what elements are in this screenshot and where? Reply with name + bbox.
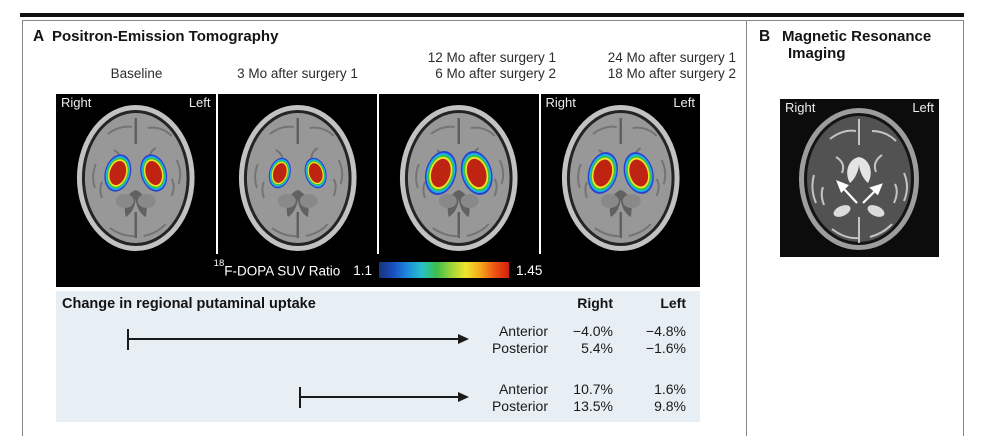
orientation-label-left: Left [188, 94, 211, 110]
scan-label-text: 12 Mo after surgery 1 [427, 49, 556, 65]
value-right: 5.4% [581, 339, 613, 356]
value-left: 9.8% [654, 397, 686, 414]
value-left: 1.6% [654, 380, 686, 397]
region-label: Posterior [491, 339, 548, 356]
region-label: Posterior [491, 397, 548, 414]
value-left: −4.8% [645, 322, 686, 339]
scan-label-text: 6 Mo after surgery 2 [435, 65, 556, 81]
scan-label-text: 18 Mo after surgery 2 [607, 65, 736, 81]
orientation-label-left: Left [912, 99, 934, 115]
value-right: 13.5% [573, 397, 613, 414]
scan-label-text: Baseline [110, 65, 163, 81]
mri-annotation-arrows [836, 179, 883, 204]
scan-label-baseline: Baseline [56, 66, 217, 82]
mri-brain-graphic [780, 98, 939, 257]
column-header-left: Left [660, 294, 686, 311]
suv-colorbar-strip: 18F-DOPA SUV Ratio 1.1 1.45 [56, 253, 700, 287]
orientation-label-right: Right [61, 94, 92, 110]
colorbar-gradient [379, 262, 510, 278]
orientation-label-right: Right [785, 99, 816, 115]
colorbar-max-value: 1.45 [516, 262, 543, 278]
region-label: Anterior [498, 322, 548, 339]
table-title: Change in regional putaminal uptake [62, 295, 316, 312]
colorbar-label-text: F-DOPA SUV Ratio [224, 263, 341, 279]
pet-brain-graphic [217, 93, 377, 254]
value-left: −1.6% [645, 339, 686, 356]
timeline-arrow-from-baseline [127, 329, 469, 349]
column-header-right: Right [577, 294, 613, 311]
pet-scan-image-12mo-6mo [379, 93, 539, 254]
pet-scan-image-baseline: Right Left [56, 93, 216, 254]
pet-brain-graphic [56, 93, 216, 254]
orientation-label-left: Left [673, 94, 695, 110]
pet-scan-image-24mo-18mo: Right Left [540, 93, 700, 254]
panel-b-letter: B [759, 27, 771, 45]
scan-label-3mo: 3 Mo after surgery 1 [217, 66, 378, 82]
panel-b-title-line1: Magnetic Resonance [782, 27, 932, 45]
pet-scan-image-3mo [217, 93, 377, 254]
panel-a-title: Positron-Emission Tomography [52, 27, 279, 45]
figure-box: A Positron-Emission Tomography Baseline … [22, 19, 964, 436]
value-right: −4.0% [572, 322, 613, 339]
panel-b-title: Magnetic Resonance Imaging [782, 28, 931, 63]
scan-label-text: 3 Mo after surgery 1 [237, 65, 358, 81]
top-rule [20, 13, 964, 17]
colorbar-min-value: 1.1 [353, 262, 373, 278]
scan-label-24mo-18mo: 24 Mo after surgery 1 18 Mo after surger… [539, 50, 736, 82]
region-label: Anterior [498, 380, 548, 397]
pet-brain-graphic [540, 93, 700, 254]
panel-b-title-line2: Imaging [788, 45, 846, 62]
panel-a: A Positron-Emission Tomography Baseline … [23, 20, 747, 436]
scan-label-text: 24 Mo after surgery 1 [607, 49, 736, 65]
mri-image: Right Left [780, 98, 939, 257]
isotope-superscript: 18 [213, 257, 225, 269]
orientation-label-right: Right [545, 94, 576, 110]
timeline-arrow-from-3mo [299, 387, 469, 407]
uptake-table: Change in regional putaminal uptake Righ… [56, 290, 700, 422]
pet-image-row: Right Left Right Left [56, 93, 700, 254]
panel-b: B Magnetic Resonance Imaging Right Left [747, 21, 963, 436]
value-right: 10.7% [573, 380, 613, 397]
pet-brain-graphic [379, 93, 539, 254]
colorbar-label: 18F-DOPA SUV Ratio [214, 258, 341, 279]
panel-a-letter: A [33, 27, 45, 45]
scan-label-12mo-6mo: 12 Mo after surgery 1 6 Mo after surgery… [379, 50, 556, 82]
